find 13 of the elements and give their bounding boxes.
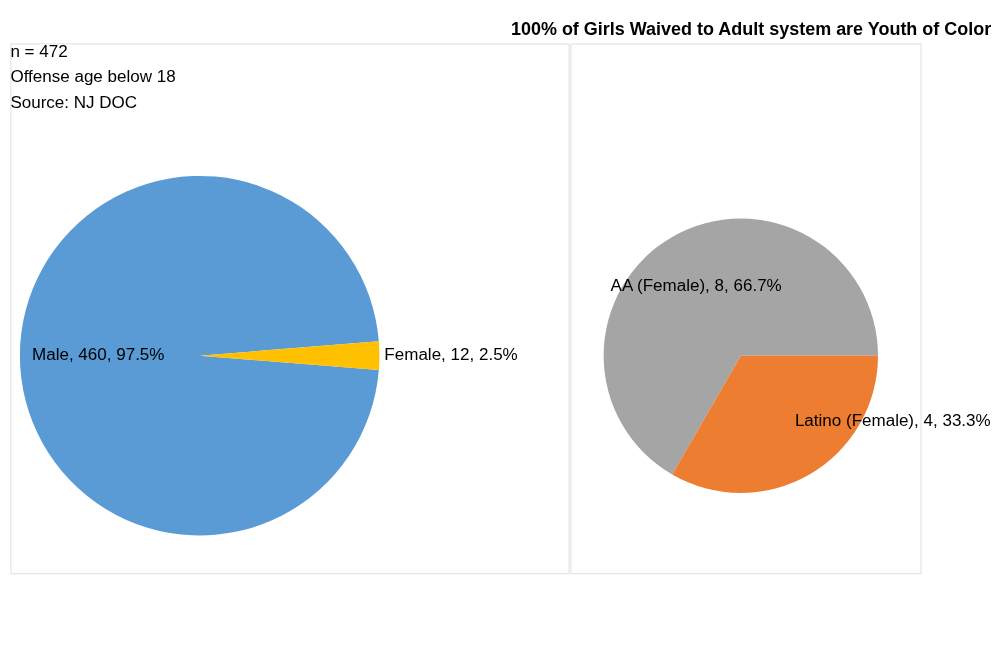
source-note: Source: NJ DOC bbox=[10, 92, 138, 112]
slice-label: Female bbox=[384, 345, 442, 365]
slice-label: Male bbox=[32, 345, 69, 365]
text: n = 472 bbox=[10, 41, 68, 61]
data-label: , 4, 33.3% bbox=[914, 410, 991, 430]
data-label: , 460, 97.5% bbox=[68, 345, 165, 365]
data-label: , 12, 2.5% bbox=[441, 345, 518, 365]
slice-label: AA (Female) bbox=[610, 275, 706, 295]
pie-slice bbox=[199, 341, 380, 371]
pie-slice bbox=[19, 176, 379, 536]
text: 100% of Girls Waived to Adult system are Youth of Color bbox=[510, 19, 992, 40]
text: Offense age below 18 bbox=[10, 67, 176, 87]
data-label: , 8, 66.7% bbox=[705, 275, 782, 295]
